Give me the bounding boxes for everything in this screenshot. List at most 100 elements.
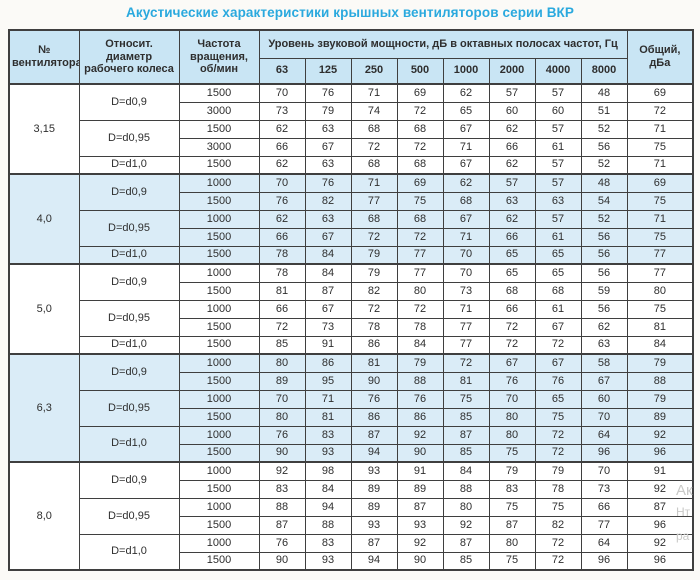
table-row: D=d0,95 1000 88 94 89 87 80 75 75 66 87 <box>9 497 694 535</box>
spl-value-cell-4000: 57 <box>534 119 582 139</box>
rpm-cell: 1500 <box>178 155 260 175</box>
freq-header-125: 125 <box>304 57 352 85</box>
spl-value-cell-250: 79 <box>350 245 398 265</box>
table-row: 3000 66 67 72 72 71 66 61 56 75 <box>9 137 694 157</box>
spl-value-cell-2000: 57 <box>488 83 536 103</box>
spl-value-cell-250: 93 <box>350 461 398 481</box>
spl-value-cell-4000: 82 <box>534 515 582 535</box>
total-dba-cell: 81 <box>626 317 694 337</box>
spl-value-cell-8000: 77 <box>580 515 628 535</box>
spl-value-cell-500: 69 <box>396 83 444 103</box>
total-dba-cell: 87 <box>626 497 694 517</box>
spl-value-cell-4000: 63 <box>534 191 582 211</box>
rpm-cell: 1000 <box>178 497 260 517</box>
spl-value-cell-500: 77 <box>396 263 444 283</box>
spl-value-cell-2000: 70 <box>488 389 536 409</box>
spl-value-cell-250: 68 <box>350 155 398 175</box>
table-row: 1500 83 84 89 89 88 83 78 73 92 <box>9 479 694 499</box>
spl-value-cell-125: 81 <box>304 407 352 427</box>
spl-value-cell-8000: 48 <box>580 173 628 193</box>
spl-value-cell-250: 86 <box>350 407 398 427</box>
spl-value-cell-500: 72 <box>396 227 444 247</box>
spl-value-cell-250: 93 <box>350 515 398 535</box>
page-title: Акустические характеристики крышных вент… <box>125 5 574 20</box>
total-dba-cell: 92 <box>626 479 694 499</box>
spl-value-cell-4000: 68 <box>534 281 582 301</box>
spl-value-cell-250: 72 <box>350 299 398 319</box>
spl-value-cell-500: 72 <box>396 137 444 157</box>
spl-value-cell-63: 78 <box>258 245 306 265</box>
spl-value-cell-8000: 70 <box>580 407 628 427</box>
spl-value-cell-63: 80 <box>258 353 306 373</box>
spl-value-cell-4000: 72 <box>534 443 582 463</box>
spl-value-cell-63: 83 <box>258 479 306 499</box>
col-header-diameter: Относит. диаметр рабочего колеса <box>78 29 180 85</box>
spl-value-cell-250: 86 <box>350 335 398 355</box>
rpm-cell: 1500 <box>178 245 260 265</box>
spl-value-cell-500: 72 <box>396 299 444 319</box>
spl-value-cell-8000: 48 <box>580 83 628 103</box>
spl-value-cell-500: 68 <box>396 119 444 139</box>
spl-value-cell-4000: 75 <box>534 407 582 427</box>
spl-value-cell-1000: 71 <box>442 227 490 247</box>
spl-value-cell-2000: 80 <box>488 407 536 427</box>
rpm-cell: 1500 <box>178 515 260 535</box>
spl-value-cell-1000: 73 <box>442 281 490 301</box>
spl-value-cell-63: 62 <box>258 119 306 139</box>
spl-value-cell-8000: 64 <box>580 533 628 553</box>
spl-value-cell-2000: 65 <box>488 263 536 283</box>
diameter-cell: D=d0,9 <box>78 263 180 301</box>
total-dba-cell: 75 <box>626 227 694 247</box>
freq-header-4000: 4000 <box>534 57 582 85</box>
rpm-cell: 1000 <box>178 299 260 319</box>
spl-value-cell-2000: 62 <box>488 119 536 139</box>
spl-value-cell-2000: 87 <box>488 515 536 535</box>
spl-value-cell-1000: 67 <box>442 119 490 139</box>
fan-number-cell: 4,0 <box>8 173 80 265</box>
spl-value-cell-250: 89 <box>350 497 398 517</box>
spl-value-cell-500: 77 <box>396 245 444 265</box>
total-dba-cell: 96 <box>626 515 694 535</box>
spl-value-cell-1000: 62 <box>442 83 490 103</box>
total-dba-cell: 71 <box>626 155 694 175</box>
table-row: D=d0,95 1000 62 63 68 68 67 62 57 52 71 <box>9 209 694 247</box>
spl-value-cell-1000: 87 <box>442 533 490 553</box>
total-dba-cell: 71 <box>626 209 694 229</box>
spl-value-cell-125: 98 <box>304 461 352 481</box>
spl-value-cell-125: 82 <box>304 191 352 211</box>
total-dba-cell: 75 <box>626 191 694 211</box>
table-row: 1500 81 87 82 80 73 68 68 59 80 <box>9 281 694 301</box>
spl-value-cell-2000: 79 <box>488 461 536 481</box>
total-dba-cell: 79 <box>626 353 694 373</box>
spl-value-cell-8000: 67 <box>580 371 628 391</box>
spl-value-cell-1000: 81 <box>442 371 490 391</box>
diameter-cell: D=d0,95 <box>78 209 180 247</box>
spl-value-cell-250: 94 <box>350 443 398 463</box>
spl-value-cell-500: 78 <box>396 317 444 337</box>
spl-value-cell-4000: 57 <box>534 209 582 229</box>
spl-value-cell-63: 66 <box>258 137 306 157</box>
spl-value-cell-125: 76 <box>304 83 352 103</box>
spl-value-cell-500: 92 <box>396 533 444 553</box>
spl-value-cell-125: 94 <box>304 497 352 517</box>
spl-value-cell-63: 72 <box>258 317 306 337</box>
spl-value-cell-2000: 80 <box>488 533 536 553</box>
spl-value-cell-2000: 62 <box>488 155 536 175</box>
spl-value-cell-125: 67 <box>304 299 352 319</box>
spl-value-cell-125: 95 <box>304 371 352 391</box>
spl-value-cell-2000: 66 <box>488 227 536 247</box>
spl-value-cell-250: 72 <box>350 227 398 247</box>
spl-value-cell-8000: 64 <box>580 425 628 445</box>
acoustic-characteristics-table: № вентилятора Относит. диаметр рабочего … <box>8 29 695 571</box>
total-dba-cell: 88 <box>626 371 694 391</box>
spl-value-cell-4000: 72 <box>534 335 582 355</box>
spl-value-cell-125: 73 <box>304 317 352 337</box>
spl-value-cell-1000: 77 <box>442 335 490 355</box>
diameter-cell: D=d0,9 <box>78 353 180 391</box>
spl-value-cell-63: 76 <box>258 533 306 553</box>
spl-value-cell-8000: 52 <box>580 155 628 175</box>
rpm-cell: 1500 <box>178 317 260 337</box>
spl-value-cell-250: 87 <box>350 533 398 553</box>
spl-value-cell-4000: 65 <box>534 389 582 409</box>
